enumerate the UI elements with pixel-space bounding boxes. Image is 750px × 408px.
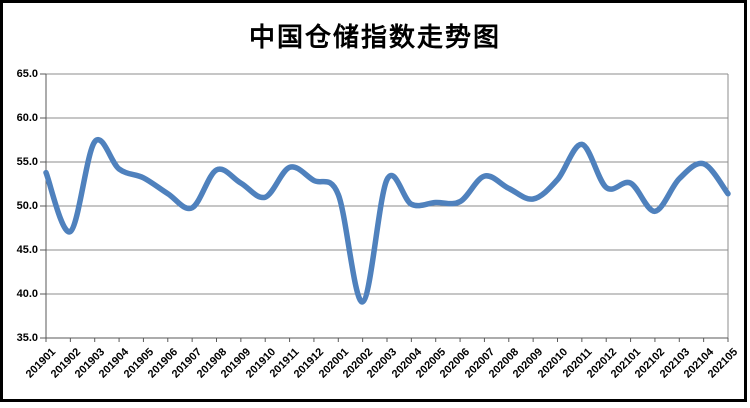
chart-title: 中国仓储指数走势图 (248, 23, 501, 53)
y-axis-tick-label: 60.0 (16, 112, 38, 124)
y-axis-tick-label: 45.0 (16, 244, 38, 256)
y-axis-tick-label: 50.0 (16, 200, 38, 212)
y-axis-tick-label: 40.0 (16, 288, 38, 300)
y-axis-tick-label: 65.0 (16, 68, 38, 80)
y-axis-tick-label: 35.0 (16, 332, 38, 344)
y-axis-tick-label: 55.0 (16, 156, 38, 168)
warehouse-index-line (43, 136, 731, 305)
